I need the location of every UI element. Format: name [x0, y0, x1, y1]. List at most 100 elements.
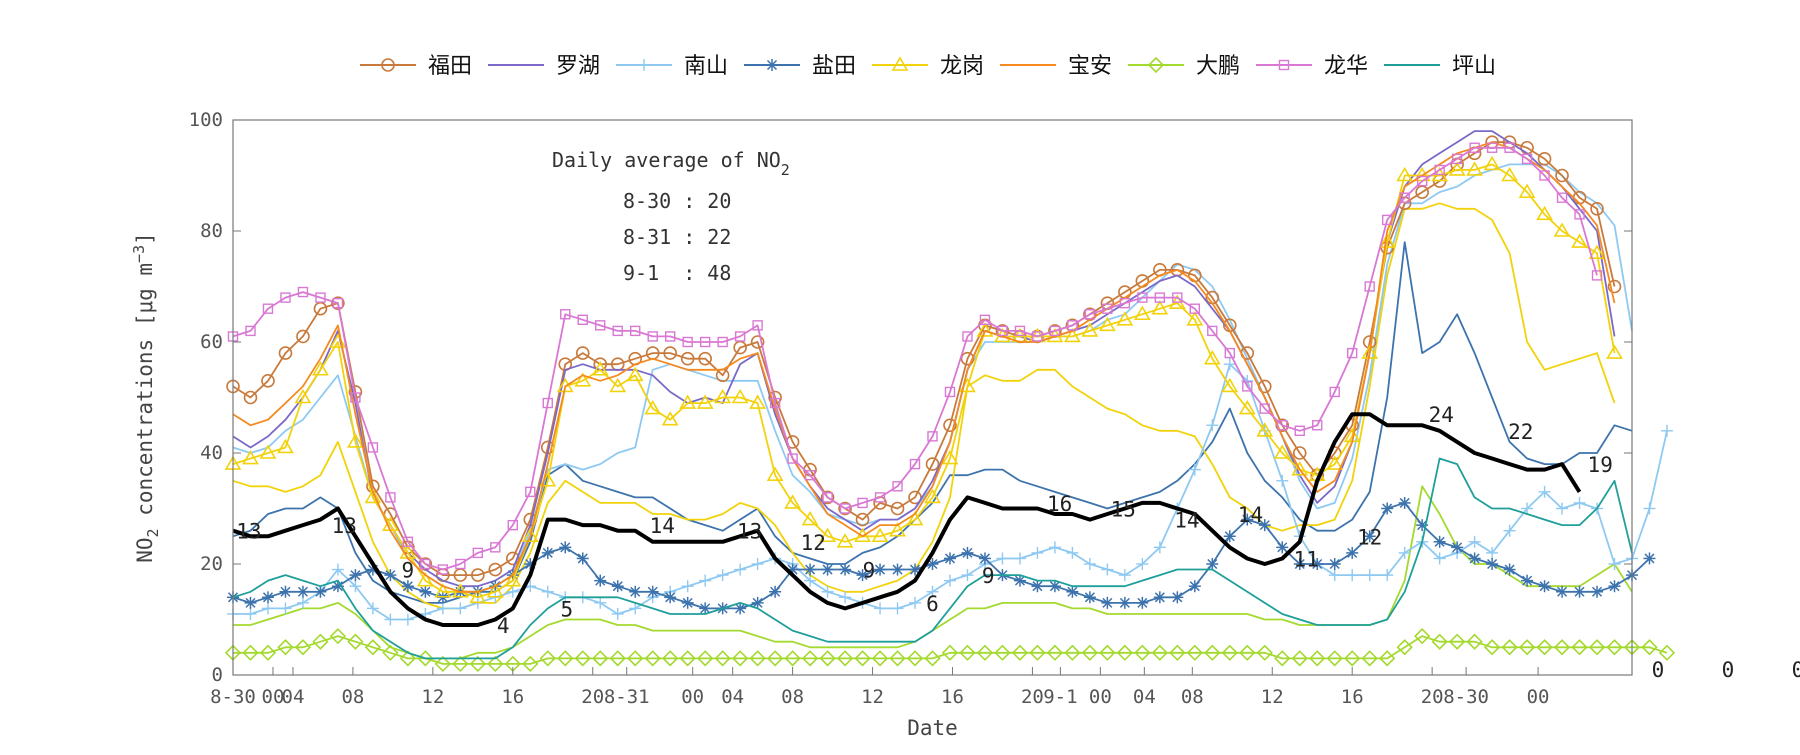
data-point	[1134, 644, 1151, 661]
data-point	[1292, 446, 1307, 460]
data-point	[892, 481, 903, 492]
y-axis-label-part: μ	[133, 301, 157, 314]
data-point	[347, 633, 364, 650]
data-point	[1381, 569, 1394, 582]
x-tick-label: 20	[1421, 686, 1444, 708]
data-point	[1606, 344, 1623, 359]
data-point	[839, 503, 851, 514]
data-point-stroke	[857, 570, 868, 581]
data-point	[1169, 644, 1186, 661]
data-point	[332, 297, 344, 309]
data-point	[838, 501, 852, 516]
data-point	[1083, 591, 1096, 604]
data-point	[455, 558, 466, 570]
annotation-title-subscript: 2	[781, 161, 790, 179]
data-point	[1486, 558, 1499, 570]
data-point	[839, 563, 852, 576]
annotation-line: 8-31 : 22	[623, 225, 731, 249]
data-point-stroke	[402, 581, 413, 592]
data-point	[1328, 558, 1341, 570]
data-point-stroke	[909, 564, 921, 575]
data-point	[1133, 305, 1151, 321]
data-point	[1048, 541, 1061, 554]
data-point	[1172, 292, 1183, 303]
mean-value-label: 13	[236, 520, 261, 544]
data-point	[1658, 644, 1676, 661]
data-point	[1312, 420, 1323, 431]
data-point	[804, 563, 817, 576]
y-axis-label-part: ]	[133, 232, 157, 245]
data-point	[1486, 142, 1498, 153]
data-point	[766, 59, 778, 71]
series-龙华	[227, 142, 1603, 575]
mean-value-label: 13	[737, 520, 762, 544]
data-point-stroke	[1574, 586, 1585, 597]
data-point	[629, 602, 642, 615]
data-point	[821, 563, 834, 576]
data-point-stroke	[1469, 553, 1480, 564]
data-point	[312, 633, 329, 650]
data-point	[1206, 558, 1219, 570]
data-point	[716, 569, 729, 582]
x-tick-label: 08	[341, 686, 364, 708]
data-point	[1223, 358, 1236, 371]
data-point	[714, 650, 731, 667]
data-point	[714, 388, 732, 404]
data-point	[279, 585, 292, 598]
legend-label: 盐田	[812, 54, 856, 79]
legend-item: 南山	[616, 54, 728, 79]
data-point	[504, 572, 522, 587]
data-point	[943, 552, 956, 565]
data-point-stroke	[1189, 581, 1200, 592]
overflow-tick-label: 0	[1652, 658, 1665, 682]
data-point	[1276, 474, 1289, 487]
series-line	[232, 146, 1598, 571]
data-point	[294, 388, 312, 404]
data-point	[626, 366, 644, 382]
data-point	[1221, 644, 1238, 661]
data-point	[752, 320, 763, 331]
data-point-stroke	[1644, 553, 1655, 564]
data-point	[1660, 424, 1673, 437]
data-point	[261, 602, 274, 615]
data-point	[366, 602, 379, 615]
data-point	[576, 552, 589, 565]
data-point	[574, 372, 592, 387]
data-point	[1207, 325, 1218, 337]
data-point	[525, 486, 536, 498]
data-point	[1064, 327, 1081, 343]
data-point	[1556, 192, 1568, 203]
x-tick-label: 08	[1181, 686, 1204, 708]
data-point	[384, 613, 397, 626]
data-point	[1242, 381, 1253, 392]
data-point	[801, 650, 819, 667]
data-point	[1151, 300, 1169, 315]
data-point-stroke	[315, 586, 326, 597]
data-point	[1032, 331, 1043, 342]
data-point	[594, 596, 607, 609]
mean-value-label: 16	[1047, 492, 1072, 516]
mean-value-label: 9	[402, 559, 415, 583]
data-point	[434, 583, 452, 598]
data-point-stroke	[1207, 558, 1218, 570]
mean-value-label: 24	[1429, 403, 1454, 427]
mean-value-label: 9	[982, 564, 995, 588]
x-tick-label: 8-30	[210, 686, 256, 708]
data-point	[559, 541, 572, 554]
data-point	[854, 527, 871, 543]
data-point	[1573, 496, 1586, 509]
data-point	[1537, 152, 1552, 166]
y-axis-label-part: −3	[130, 245, 148, 263]
data-point	[784, 494, 801, 509]
x-tick-label: 00	[1527, 686, 1550, 708]
data-point	[1241, 513, 1254, 526]
data-point	[906, 650, 924, 667]
data-point	[1239, 644, 1256, 661]
data-point	[944, 386, 956, 398]
data-point-stroke	[1399, 497, 1410, 508]
data-point	[242, 644, 259, 661]
data-point	[1256, 644, 1273, 661]
data-point	[331, 563, 344, 576]
data-point	[769, 397, 781, 409]
